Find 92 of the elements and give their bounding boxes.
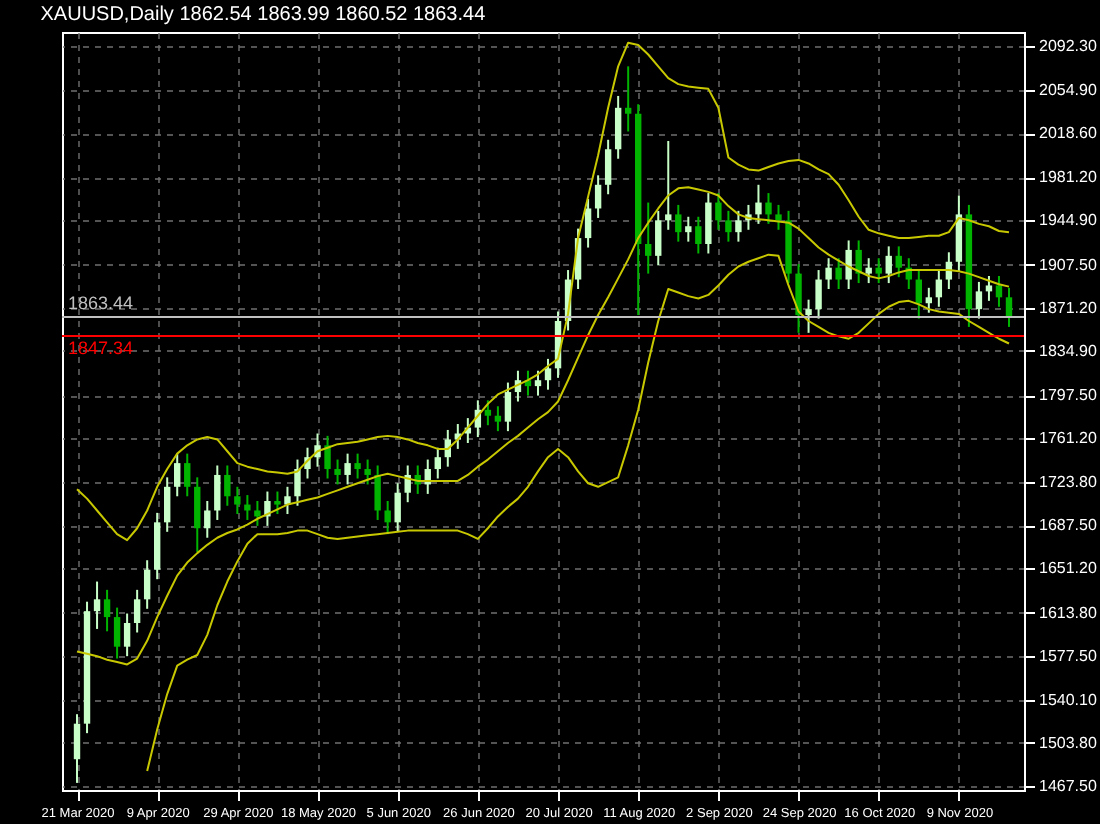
candlestick — [805, 298, 812, 334]
chart-title: XAUUSD,Daily 1862.54 1863.99 1860.52 1863.44 — [40, 4, 487, 26]
candlestick — [153, 511, 161, 581]
candlestick — [224, 464, 231, 507]
candlestick — [494, 405, 502, 433]
candlestick — [925, 286, 933, 314]
y-tick-label: 1907.50 — [1039, 255, 1098, 274]
candlestick — [695, 215, 702, 255]
candlestick — [534, 369, 542, 397]
candlestick — [113, 606, 121, 660]
candlestick — [93, 580, 101, 630]
candlestick — [354, 452, 361, 480]
candlestick — [955, 194, 963, 273]
candlestick — [604, 138, 612, 196]
candlestick — [123, 612, 131, 658]
candlestick — [985, 274, 993, 302]
candlestick — [715, 192, 722, 231]
y-tick-label: 1687.50 — [1039, 516, 1098, 535]
candlestick — [705, 192, 712, 255]
line-series — [146, 253, 1010, 773]
candlestick — [885, 245, 892, 285]
candlestick — [244, 494, 251, 521]
candlestick — [865, 257, 872, 285]
candlestick — [103, 588, 111, 633]
candlestick — [194, 476, 201, 553]
candlestick — [544, 357, 552, 391]
candlestick — [284, 485, 291, 516]
candlestick — [164, 476, 171, 533]
candlestick — [735, 209, 742, 243]
candlestick — [765, 192, 772, 225]
candlestick — [875, 257, 882, 285]
candlestick — [254, 500, 261, 527]
candlestick — [334, 458, 341, 486]
candlestick — [143, 559, 151, 610]
candlestick — [344, 452, 351, 486]
candlestick — [174, 452, 181, 498]
y-tick-label: 1723.80 — [1039, 473, 1098, 492]
candlestick — [504, 381, 512, 433]
candlestick — [915, 269, 922, 320]
candlestick — [855, 239, 862, 285]
candlestick — [384, 500, 391, 536]
candlestick — [825, 257, 832, 291]
candlestick — [845, 239, 852, 291]
candlestick — [394, 482, 401, 533]
candlestick — [895, 245, 902, 279]
candlestick — [614, 94, 622, 160]
candlestick — [665, 139, 672, 231]
y-tick-label: 1761.20 — [1039, 429, 1098, 447]
candlestick — [835, 257, 842, 291]
candlestick — [975, 280, 983, 320]
y-tick-label: 1540.10 — [1039, 690, 1098, 709]
y-tick-label: 1834.90 — [1039, 341, 1098, 360]
candlestick — [675, 203, 682, 243]
y-tick-label: 1503.80 — [1039, 733, 1098, 752]
candlestick — [655, 209, 662, 267]
candlestick — [324, 434, 331, 480]
y-tick-label: 1467.50 — [1039, 776, 1098, 795]
candlestick — [584, 198, 592, 249]
y-tick-label: 1613.80 — [1039, 603, 1098, 622]
candlestick — [214, 464, 221, 521]
candlestick — [624, 65, 632, 133]
y-tick-label: 1981.20 — [1039, 168, 1098, 187]
y-tick-label: 1944.90 — [1039, 211, 1098, 230]
y-tick-label: 2018.60 — [1039, 124, 1098, 143]
candlestick — [484, 399, 492, 427]
candlestick — [234, 485, 241, 516]
candlestick — [995, 274, 1003, 308]
candlestick — [294, 458, 301, 507]
candlestick — [725, 209, 732, 243]
y-tick-label: 1871.20 — [1039, 298, 1098, 317]
candlestick — [184, 452, 191, 498]
candlestick — [73, 713, 81, 784]
y-tick-label: 1651.20 — [1039, 559, 1098, 578]
y-tick-label: 1797.50 — [1039, 386, 1098, 405]
candlestick — [795, 263, 802, 334]
candlestick — [645, 201, 652, 275]
y-tick-label: 1577.50 — [1039, 646, 1098, 665]
candlestick — [374, 464, 381, 521]
candlestick — [274, 490, 281, 516]
candlestick — [133, 588, 141, 634]
candlestick — [775, 203, 782, 231]
candlestick — [685, 215, 692, 243]
ref-line-label: 1847.34 — [68, 337, 134, 358]
ref-line-label: 1863.44 — [68, 292, 134, 313]
candlestick — [755, 183, 762, 225]
y-tick-label: 2092.30 — [1039, 36, 1098, 55]
candlestick — [815, 269, 822, 320]
candlestick — [594, 174, 602, 219]
candlestick — [204, 500, 211, 539]
candlestick — [364, 458, 371, 486]
candlestick — [434, 446, 441, 480]
y-tick-label: 2054.90 — [1039, 81, 1098, 100]
